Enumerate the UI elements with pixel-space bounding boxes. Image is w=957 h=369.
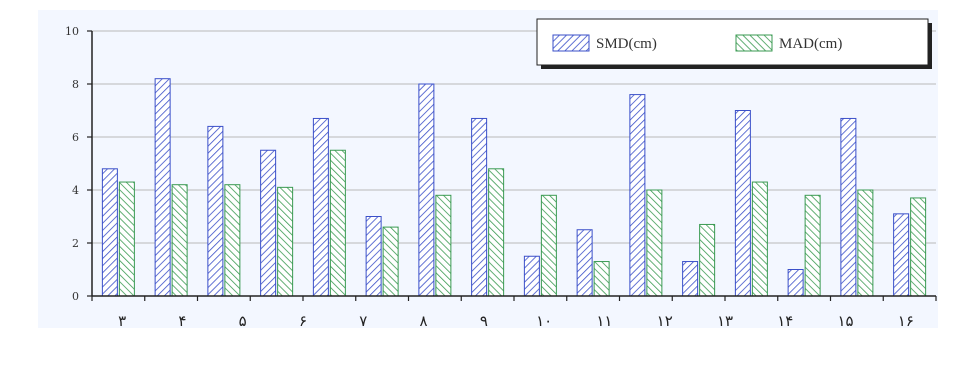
bar-smd <box>629 94 646 297</box>
bar-mad <box>699 223 716 297</box>
bar-smd <box>418 83 435 297</box>
bar-mad <box>382 226 399 297</box>
x-tick-label: ۴ <box>178 312 186 330</box>
bar-mad <box>593 261 610 297</box>
x-tick-label: ٧ <box>359 312 367 330</box>
bar-smd <box>787 269 804 297</box>
legend-swatch-mad <box>735 34 773 52</box>
bar-mad <box>329 149 346 297</box>
bar-mad <box>224 184 241 297</box>
legend-swatch-smd <box>552 34 590 52</box>
bar-smd <box>101 168 118 297</box>
bar-mad <box>277 186 294 297</box>
x-tick-label: ٨ <box>420 312 428 330</box>
legend-box <box>536 18 929 66</box>
x-tick-label: ١۴ <box>777 312 793 330</box>
y-tick-label: 8 <box>72 78 79 91</box>
legend-label-smd: SMD(cm) <box>596 36 657 52</box>
y-tick-label: 10 <box>65 25 79 38</box>
bar-smd <box>523 255 540 297</box>
bar-smd <box>312 117 329 297</box>
bar-smd <box>154 78 171 297</box>
x-tick-label: ١۵ <box>838 312 854 330</box>
bar-smd <box>576 229 593 297</box>
axes <box>87 30 937 301</box>
x-tick-label: ١١ <box>596 312 612 330</box>
bar-mad <box>171 184 188 297</box>
bar-mad <box>751 181 768 297</box>
x-tick-label: ١٠ <box>536 312 552 330</box>
x-tick-label: ١٣ <box>717 312 733 330</box>
y-tick-labels: 0 2 4 6 8 10 <box>65 25 79 303</box>
x-tick-label: ۵ <box>239 312 247 330</box>
legend: SMD(cm) MAD(cm) <box>536 18 932 69</box>
bar-mad <box>488 168 505 297</box>
bar-smd <box>207 125 224 297</box>
bar-smd <box>260 149 277 297</box>
bar-smd <box>840 117 857 297</box>
bar-smd <box>734 110 751 297</box>
y-tick-label: 4 <box>72 184 79 197</box>
legend-label-mad: MAD(cm) <box>779 36 842 52</box>
bar-mad <box>540 194 557 297</box>
bar-mad <box>435 194 452 297</box>
bar-smd <box>365 216 382 297</box>
y-tick-label: 0 <box>72 290 79 303</box>
bar-mad <box>118 181 135 297</box>
x-tick-labels: ٣ ۴ ۵ ۶ ٧ ٨ ٩ ١٠ ١١ ١٢ ١٣ ١۴ ١۵ ١۶ <box>118 312 914 330</box>
bar-mad <box>804 194 821 297</box>
bar-mad <box>910 197 927 297</box>
x-tick-label: ١٢ <box>657 312 673 330</box>
bar-smd <box>682 261 699 297</box>
x-tick-label: ٣ <box>118 312 126 330</box>
x-tick-label: ۶ <box>299 312 307 330</box>
bar-smd <box>893 213 910 297</box>
y-tick-label: 6 <box>72 131 79 144</box>
x-tick-label: ٩ <box>480 312 488 330</box>
y-tick-label: 2 <box>72 237 79 250</box>
x-tick-label: ١۶ <box>898 312 914 330</box>
bar-mad <box>857 189 874 297</box>
bar-mad <box>646 189 663 297</box>
bar-smd <box>471 117 488 297</box>
